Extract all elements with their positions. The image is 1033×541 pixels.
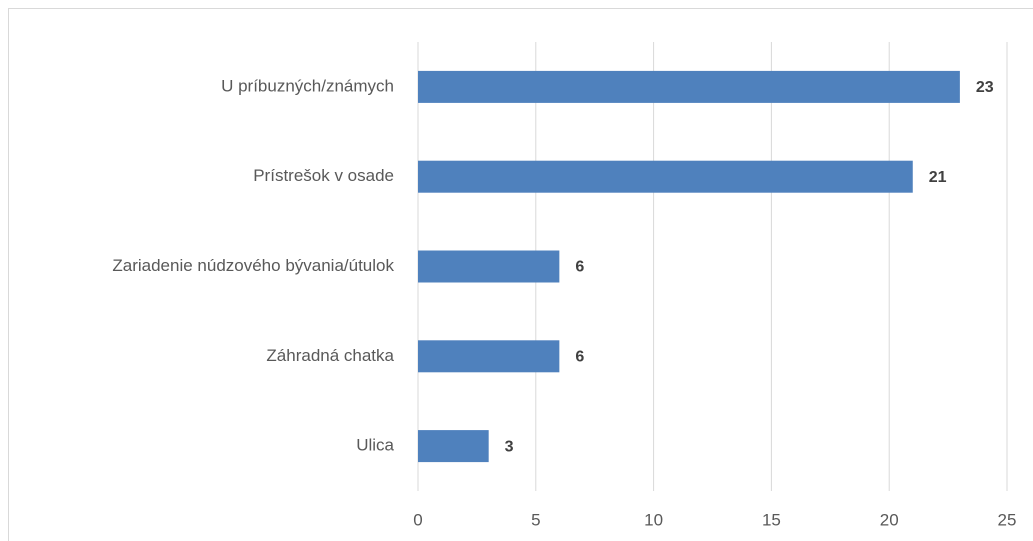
bar — [418, 250, 560, 283]
data-label: 23 — [976, 79, 994, 96]
y-tick-label: Prístrešok v osade — [253, 166, 394, 185]
chart-border — [8, 8, 1033, 541]
x-tick-label: 20 — [880, 510, 899, 529]
bar — [418, 160, 913, 193]
x-tick-label: 0 — [413, 510, 422, 529]
y-tick-label: Zariadenie núdzového bývania/útulok — [112, 256, 394, 275]
data-label: 6 — [575, 349, 584, 366]
y-tick-label: U príbuzných/známych — [221, 76, 394, 95]
y-tick-label: Ulica — [356, 436, 394, 455]
bar — [418, 70, 960, 103]
bar — [418, 430, 489, 463]
bar — [418, 340, 560, 373]
x-tick-label: 5 — [531, 510, 540, 529]
data-label: 3 — [505, 438, 514, 455]
data-label: 21 — [929, 169, 947, 186]
data-label: 6 — [575, 259, 584, 276]
x-tick-label: 10 — [644, 510, 663, 529]
y-tick-label: Záhradná chatka — [266, 346, 394, 365]
x-tick-label: 15 — [762, 510, 781, 529]
x-tick-label: 25 — [998, 510, 1017, 529]
